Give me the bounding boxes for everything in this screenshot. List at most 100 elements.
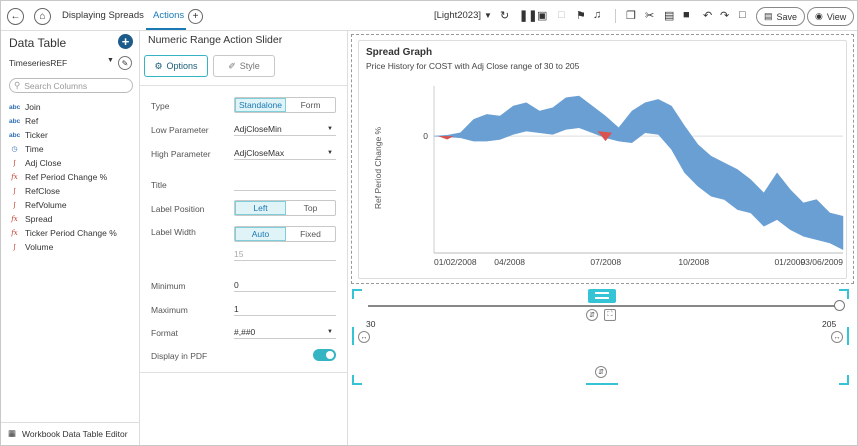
chevron-down-icon: ▼ (327, 125, 333, 132)
undo-icon[interactable]: ↶ (703, 10, 713, 22)
bookmark-icon[interactable]: ⚑ (576, 10, 586, 22)
toolbar-divider (615, 9, 616, 23)
add-tab-icon[interactable]: + (188, 9, 203, 24)
column-item[interactable]: fx Ref Period Change % (9, 170, 117, 184)
column-label: Ticker (25, 130, 48, 140)
column-item[interactable]: ∫ Adj Close (9, 156, 117, 170)
x-tick-label: 03/06/2009 (800, 257, 843, 267)
tab-displaying-spreads[interactable]: Displaying Spreads (62, 10, 144, 21)
workbook-data-table-editor-button[interactable]: ▦ Workbook Data Table Editor (1, 422, 139, 444)
alert-icon[interactable]: ♫ (593, 9, 602, 21)
column-item[interactable]: abc Ticker (9, 128, 117, 142)
home-icon[interactable]: ⌂ (34, 8, 51, 25)
numeric-icon: ∫ (13, 243, 16, 251)
tab-options[interactable]: ⚙ Options (144, 55, 208, 77)
column-label: Time (25, 144, 44, 154)
eye-icon: ◉ (815, 11, 823, 21)
move-handle[interactable] (588, 289, 616, 303)
label-width-auto-option[interactable]: Auto (235, 227, 286, 241)
spread-chart[interactable]: 0 01/02/2008 04/2008 07/2008 10/2008 01/20090… (359, 41, 846, 278)
spread-area (433, 95, 844, 251)
resize-corner[interactable] (839, 375, 849, 385)
label-position-left-option[interactable]: Left (235, 201, 286, 215)
chart-selection-frame[interactable]: Spread Graph Price History for COST with… (351, 34, 854, 284)
add-datasource-button[interactable]: + (118, 34, 133, 49)
datasource-caret-icon[interactable]: ▼ (107, 57, 114, 64)
maximum-input[interactable]: 1 (234, 302, 336, 316)
function-icon: fx (11, 215, 18, 223)
column-label: Join (25, 102, 41, 112)
column-item[interactable]: fx Spread (9, 212, 117, 226)
search-columns-input[interactable]: ⚲ Search Columns (9, 78, 133, 93)
column-item[interactable]: ∫ Volume (9, 240, 117, 254)
theme-selector[interactable]: [Light2023] (434, 10, 482, 21)
copy-icon[interactable]: ❐ (626, 10, 636, 22)
resize-handle-left[interactable] (352, 327, 354, 345)
cut-icon[interactable]: ✂ (645, 10, 655, 22)
theme-caret-icon[interactable]: ▼ (484, 11, 492, 20)
minimum-label: Minimum (151, 281, 186, 291)
pause-icon[interactable]: ❚❚ (519, 10, 538, 22)
column-item[interactable]: ∫ RefVolume (9, 198, 117, 212)
column-label: Spread (25, 214, 53, 224)
slider-thumb[interactable] (834, 300, 845, 311)
numeric-icon: ∫ (13, 201, 16, 209)
type-segmented: Standalone Form (234, 97, 336, 113)
type-standalone-option[interactable]: Standalone (235, 98, 286, 112)
maximum-label: Maximum (151, 305, 188, 315)
horizontal-resize-icon[interactable]: ↔ (831, 331, 843, 343)
redo-icon[interactable]: ↷ (720, 10, 730, 22)
resize-corner[interactable] (352, 289, 362, 299)
minimum-input[interactable]: 0 (234, 278, 336, 292)
label-position-top-option[interactable]: Top (303, 203, 318, 213)
low-parameter-select[interactable]: AdjCloseMin ▼ (234, 122, 336, 136)
low-parameter-value: AdjCloseMin (234, 123, 282, 134)
column-item[interactable]: abc Ref (9, 114, 117, 128)
high-parameter-value: AdjCloseMax (234, 147, 285, 158)
horizontal-resize-icon[interactable]: ↔ (358, 331, 370, 343)
pdf-icon[interactable]: □ (558, 9, 565, 21)
chart-title: Spread Graph (366, 47, 433, 58)
edit-datasource-icon[interactable]: ✎ (118, 56, 132, 70)
tab-actions[interactable]: Actions (153, 10, 185, 21)
resize-handle-right[interactable] (847, 327, 849, 345)
title-input[interactable] (234, 177, 336, 191)
resize-handle-bottom[interactable] (586, 383, 618, 385)
column-label: Ticker Period Change % (25, 228, 117, 238)
paste-icon[interactable]: ▤ (664, 10, 675, 22)
data-table-panel: Data Table + TimeseriesREF ▼ ✎ ⚲ Search … (1, 31, 140, 445)
settings-title: Numeric Range Action Slider (148, 34, 283, 46)
label-width-input[interactable]: 15 (234, 247, 336, 261)
snapshot-icon[interactable]: ▣ (537, 10, 548, 22)
back-icon[interactable]: ← (7, 8, 24, 25)
active-tab-indicator (146, 28, 186, 30)
datasource-selector[interactable]: TimeseriesREF (9, 58, 68, 68)
high-parameter-select[interactable]: AdjCloseMax ▼ (234, 146, 336, 160)
vertical-resize-icon[interactable]: ⇵ (595, 366, 607, 378)
refresh-icon[interactable]: ↻ (500, 10, 510, 22)
divider (140, 85, 347, 86)
save-button[interactable]: ▤ Save (756, 7, 806, 26)
tab-options-label: Options (166, 61, 198, 71)
column-item[interactable]: fx Ticker Period Change % (9, 226, 117, 240)
numeric-range-slider[interactable]: 30 205 ⇵ ⛶ ↔ ↔ ⇵ (352, 289, 849, 385)
resize-corner[interactable] (839, 289, 849, 299)
slider-track[interactable] (368, 305, 838, 307)
resize-corner[interactable] (352, 375, 362, 385)
column-item[interactable]: abc Join (9, 100, 117, 114)
fit-icon[interactable]: ⛶ (604, 309, 616, 321)
display-in-pdf-toggle[interactable] (313, 349, 336, 361)
comment-icon[interactable]: □ (739, 9, 746, 21)
type-form-option[interactable]: Form (300, 100, 321, 110)
tab-style[interactable]: ✐ Style (213, 55, 275, 77)
vertical-resize-icon[interactable]: ⇵ (586, 309, 598, 321)
column-item[interactable]: ∫ RefClose (9, 184, 117, 198)
delete-icon[interactable]: ■ (683, 9, 690, 21)
format-select[interactable]: #,##0 ▼ (234, 325, 336, 339)
column-item[interactable]: ◷ Time (9, 142, 117, 156)
label-width-fixed-option[interactable]: Fixed (300, 229, 321, 239)
brush-icon: ✐ (228, 60, 236, 71)
x-tick-label: 04/2008 (494, 257, 525, 267)
x-tick-label: 01/2009 (774, 257, 805, 267)
view-button[interactable]: ◉ View (807, 7, 855, 26)
